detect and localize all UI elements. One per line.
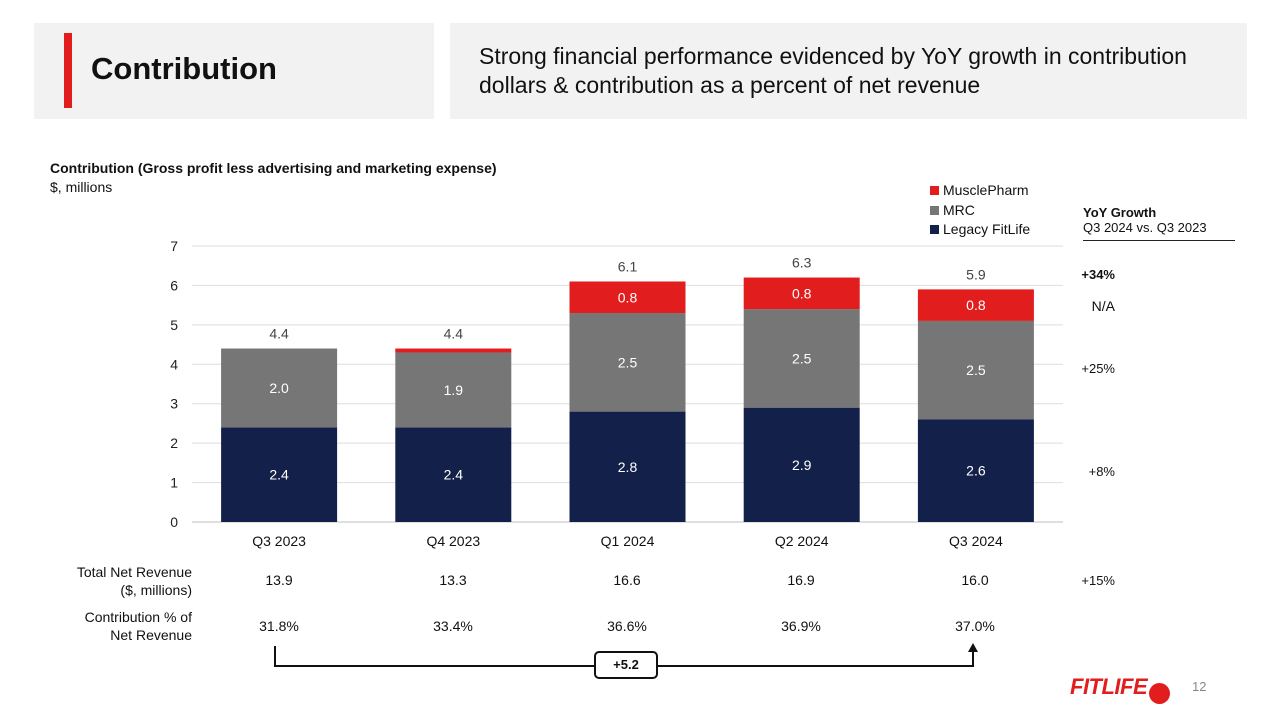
bar-musclepharm-4: [917, 289, 1034, 321]
bar-legacy-fitlife-0: [221, 427, 338, 522]
y-tick-label-6: 6: [170, 277, 178, 293]
bar-label-musclepharm-3: 0.8: [792, 285, 812, 301]
legend-item-mrc: MRC: [930, 201, 1030, 221]
yoy-header: YoY Growth Q3 2024 vs. Q3 2023: [1083, 205, 1235, 241]
bar-total-label-4: 5.9: [966, 266, 986, 282]
x-tick-label-2: Q1 2024: [601, 533, 655, 549]
x-tick-label-1: Q4 2023: [426, 533, 480, 549]
brands-seal-icon: [1149, 683, 1170, 704]
contribution-pct-q3-2023: 31.8%: [259, 618, 299, 634]
yoy-net-revenue: +15%: [1081, 573, 1115, 588]
bar-mrc-4: [917, 320, 1034, 420]
bar-label-mrc-2: 2.5: [618, 354, 638, 370]
contribution-pct-q1-2024: 36.6%: [607, 618, 647, 634]
legend-item-legacy: Legacy FitLife: [930, 220, 1030, 240]
net-revenue-label-line2: ($, millions): [120, 582, 192, 598]
bar-label-legacy-fitlife-1: 2.4: [444, 467, 464, 483]
legend-item-musclepharm: MusclePharm: [930, 181, 1030, 201]
bar-total-label-1: 4.4: [444, 326, 464, 342]
legend-swatch-legacy: [930, 225, 939, 235]
y-tick-label-1: 1: [170, 475, 178, 491]
subtitle-panel: Strong financial performance evidenced b…: [450, 23, 1247, 119]
bar-label-mrc-0: 2.0: [269, 380, 289, 396]
net-revenue-label-line1: Total Net Revenue: [76, 564, 192, 580]
bar-mrc-1: [395, 352, 512, 428]
bar-total-label-0: 4.4: [269, 326, 289, 342]
contribution-pct-q4-2023: 33.4%: [433, 618, 473, 634]
bar-label-mrc-1: 1.9: [444, 382, 464, 398]
yoy-title: YoY Growth: [1083, 205, 1157, 220]
yoy-musclepharm: N/A: [1091, 298, 1115, 314]
net-revenue-q3-2024: 16.0: [961, 572, 989, 588]
net-revenue-q2-2024: 16.9: [787, 572, 815, 588]
bar-label-musclepharm-2: 0.8: [618, 289, 638, 305]
bar-legacy-fitlife-1: [395, 427, 512, 522]
bar-musclepharm-3: [743, 277, 860, 310]
bar-label-legacy-fitlife-2: 2.8: [618, 459, 638, 475]
bar-mrc-3: [743, 309, 860, 408]
contribution-pct-q3-2024: 37.0%: [955, 618, 995, 634]
contribution-change-badge: +5.2: [594, 651, 658, 679]
net-revenue-q3-2023: 13.9: [265, 572, 293, 588]
bar-label-legacy-fitlife-4: 2.6: [966, 463, 986, 479]
bar-mrc-0: [221, 348, 338, 428]
bar-legacy-fitlife-4: [917, 419, 1034, 522]
bar-label-mrc-4: 2.5: [966, 362, 986, 378]
chart-title: Contribution (Gross profit less advertis…: [50, 160, 497, 176]
bar-mrc-2: [569, 313, 686, 412]
y-tick-label-4: 4: [170, 356, 178, 372]
bar-legacy-fitlife-3: [743, 407, 860, 522]
bar-musclepharm-1: [395, 348, 512, 353]
fitlife-logo: FITLIFE: [1070, 674, 1148, 699]
legend-label-musclepharm: MusclePharm: [943, 182, 1029, 198]
bar-total-label-3: 6.3: [792, 255, 812, 271]
net-revenue-q4-2023: 13.3: [439, 572, 467, 588]
contribution-pct-q2-2024: 36.9%: [781, 618, 821, 634]
bar-label-mrc-3: 2.5: [792, 350, 812, 366]
y-tick-label-2: 2: [170, 435, 178, 451]
contribution-pct-row-label: Contribution % of Net Revenue: [40, 608, 192, 644]
legend-swatch-musclepharm: [930, 186, 939, 196]
legend-swatch-mrc: [930, 205, 939, 215]
contribution-pct-label-line1: Contribution % of: [84, 609, 192, 625]
title-accent-bar: [64, 33, 72, 108]
x-tick-label-3: Q2 2024: [775, 533, 829, 549]
title-panel: Contribution: [34, 23, 434, 119]
y-tick-label-5: 5: [170, 317, 178, 333]
bar-total-label-2: 6.1: [618, 258, 638, 274]
page-title: Contribution: [91, 51, 277, 86]
yoy-mrc: +25%: [1081, 361, 1115, 376]
bar-musclepharm-2: [569, 281, 686, 314]
yoy-total: +34%: [1081, 267, 1115, 282]
legend-label-legacy: Legacy FitLife: [943, 221, 1031, 237]
y-tick-label-3: 3: [170, 396, 178, 412]
bar-legacy-fitlife-2: [569, 411, 686, 522]
bar-label-musclepharm-4: 0.8: [966, 297, 986, 313]
yoy-legacy: +8%: [1088, 464, 1115, 479]
legend-label-mrc: MRC: [943, 201, 975, 218]
x-tick-label-0: Q3 2023: [252, 533, 306, 549]
contribution-pct-label-line2: Net Revenue: [110, 627, 192, 643]
chart-unit-label: $, millions: [50, 179, 113, 195]
bar-label-legacy-fitlife-0: 2.4: [269, 467, 289, 483]
page-subtitle: Strong financial performance evidenced b…: [479, 43, 1187, 98]
net-revenue-q1-2024: 16.6: [613, 572, 641, 588]
chart-legend: MusclePharm MRC Legacy FitLife: [930, 181, 1030, 240]
yoy-subtitle: Q3 2024 vs. Q3 2023: [1083, 220, 1235, 241]
x-tick-label-4: Q3 2024: [949, 533, 1003, 549]
bar-label-legacy-fitlife-3: 2.9: [792, 457, 812, 473]
y-tick-label-7: 7: [170, 238, 178, 254]
page-number: 12: [1192, 679, 1207, 694]
y-tick-label-0: 0: [170, 514, 178, 530]
net-revenue-row-label: Total Net Revenue ($, millions): [40, 563, 192, 599]
